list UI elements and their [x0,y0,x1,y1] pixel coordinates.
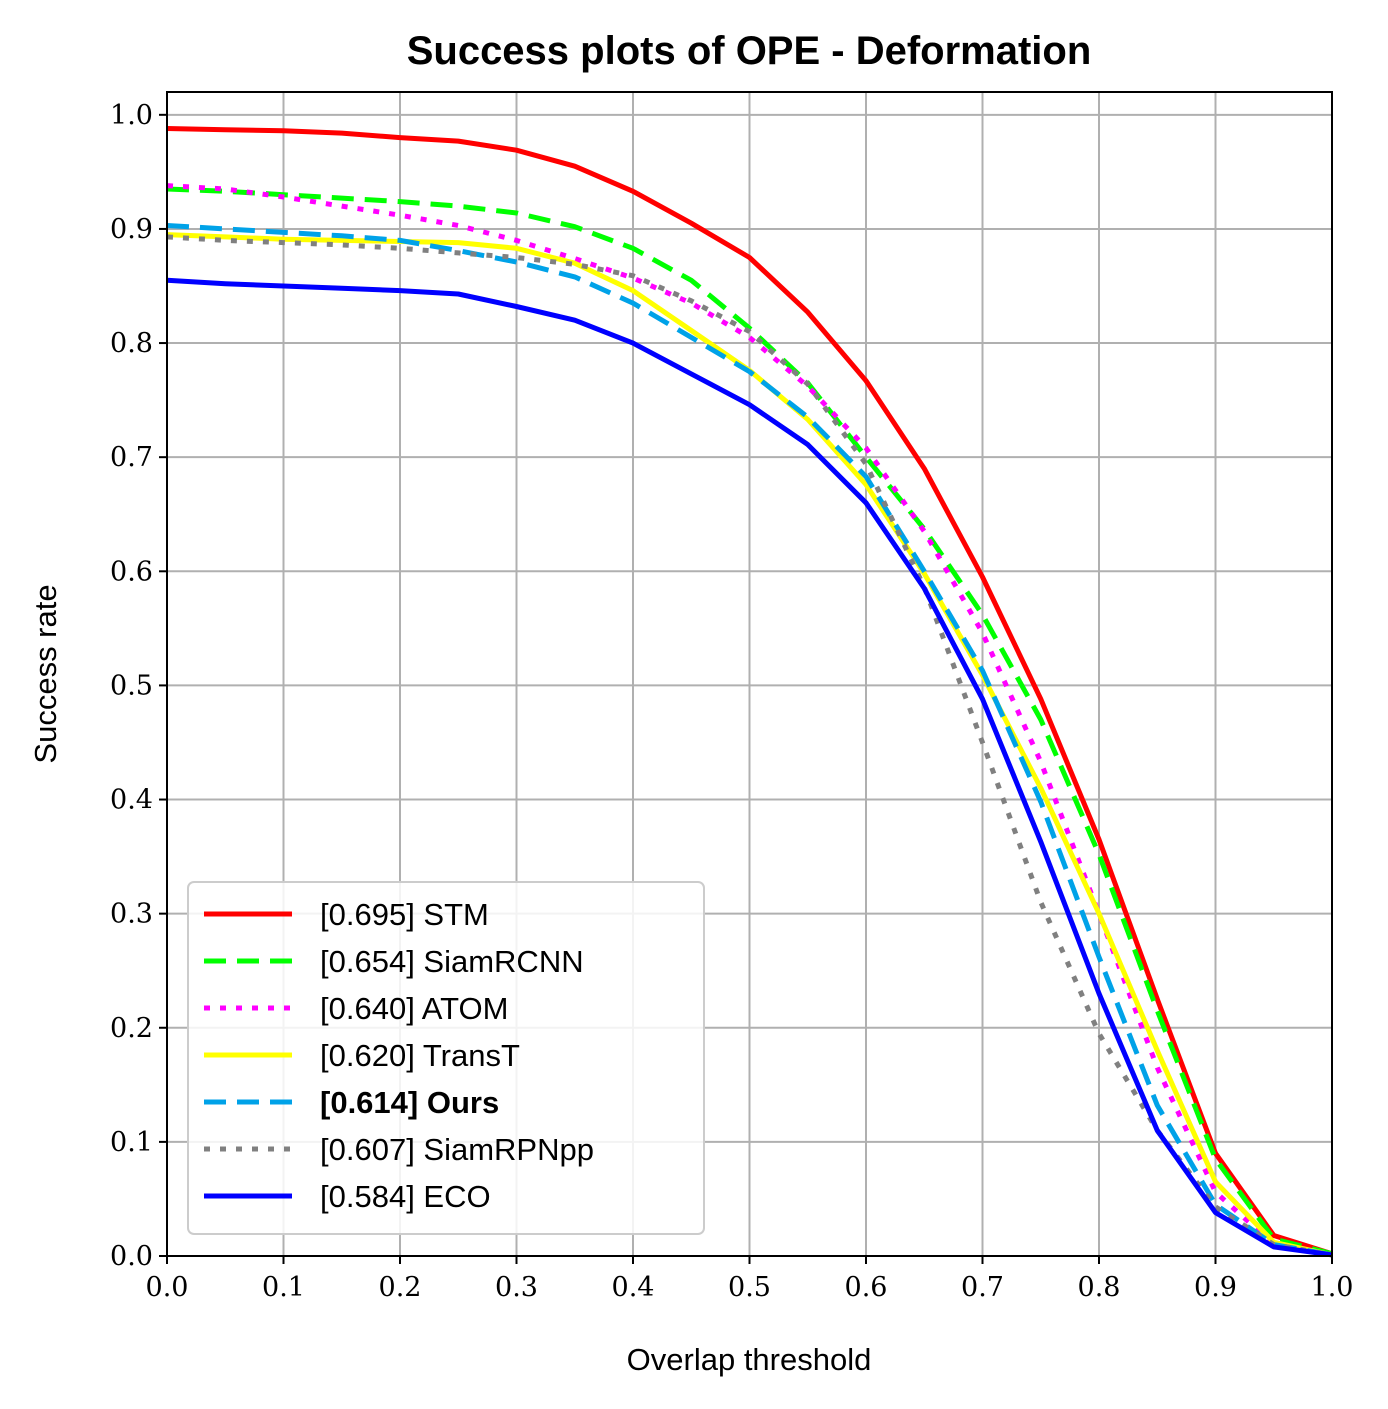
y-tick-label: 0.3 [110,899,153,930]
legend-label-5: [0.607] SiamRPNpp [320,1132,594,1167]
legend: [0.695] STM [0.654] SiamRCNN [0.640] ATOM [… [187,881,705,1235]
y-tick-label: 0.5 [110,670,153,701]
series-layer [166,126,1333,1258]
x-tick-label: 0.0 [146,1272,189,1303]
legend-label-2: [0.640] ATOM [320,991,508,1026]
y-axis-label: Success rate [28,584,63,763]
legend-box [187,881,705,1235]
x-axis-label: Overlap threshold [627,1342,872,1377]
y-tick-label: 0.8 [110,328,153,359]
y-tick-label: 1.0 [110,100,153,131]
legend-label-3: [0.620] TransT [320,1038,520,1073]
legend-label-4: [0.614] Ours [320,1085,499,1120]
x-tick-label: 0.8 [1078,1272,1121,1303]
series-line-2 [166,183,1333,1258]
x-tick-label: 0.3 [495,1272,538,1303]
x-tick-label: 0.5 [728,1272,771,1303]
y-tick-label: 0.1 [110,1127,153,1158]
x-tick-label: 0.2 [379,1272,422,1303]
series-line-1 [166,186,1333,1257]
x-tick-label: 0.1 [262,1272,305,1303]
legend-label-6: [0.584] ECO [320,1179,491,1214]
y-tick-label: 0.6 [110,556,153,587]
x-tick-label: 0.4 [612,1272,655,1303]
series-line-4 [166,223,1333,1258]
y-tick-label: 0.9 [110,214,153,245]
series-line-0 [166,126,1333,1257]
y-tick-label: 0.7 [110,442,153,473]
x-tick-label: 0.9 [1194,1272,1237,1303]
axis-ticks: 0.0 0.1 0.2 0.3 0.4 0.5 0.6 0.7 0.8 0.9 1.0 0.0 0.1 0… [110,100,1353,1303]
x-tick-label: 0.7 [961,1272,1004,1303]
series-line-5 [166,234,1333,1258]
x-tick-label: 0.6 [845,1272,888,1303]
x-tick-label: 1.0 [1311,1272,1354,1303]
series-line-6 [166,277,1333,1258]
legend-label-1: [0.654] SiamRCNN [320,944,584,979]
y-tick-label: 0.2 [110,1013,153,1044]
legend-label-0: [0.695] STM [320,897,489,932]
y-tick-label: 0.0 [110,1241,153,1272]
y-tick-label: 0.4 [110,785,153,816]
chart-title: Success plots of OPE - Deformation [407,29,1092,73]
